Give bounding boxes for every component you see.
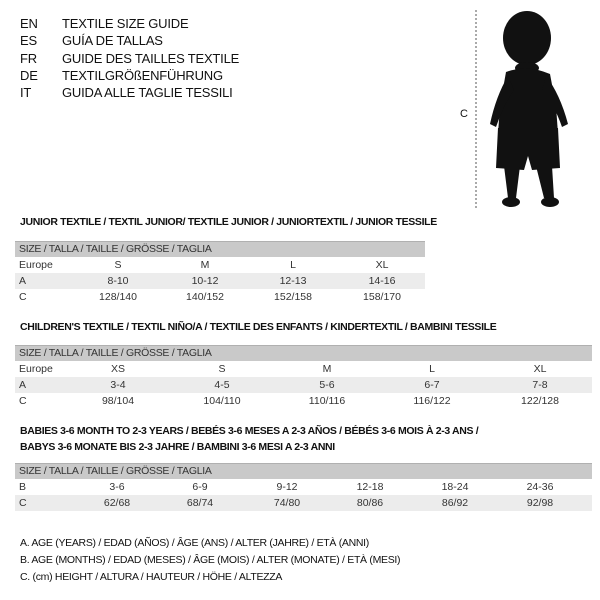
table-cell: 92/98	[526, 497, 554, 509]
junior-title: JUNIOR TEXTILE / TEXTIL JUNIOR/ TEXTILE …	[20, 216, 437, 228]
table-cell: 68/74	[186, 497, 214, 509]
babies-size-table: SIZE / TALLA / TAILLE / GRÖSSE / TAGLIA B…	[15, 463, 592, 511]
children-title: CHILDREN'S TEXTILE / TEXTIL NIÑO/A / TEX…	[20, 321, 497, 333]
table-cell: 6-9	[192, 481, 208, 493]
table-cell: M	[322, 363, 332, 375]
row-label: A	[19, 275, 27, 287]
table-cell: S	[114, 259, 122, 271]
table-row: Europe S M L XL	[15, 257, 425, 273]
child-silhouette-icon	[475, 10, 568, 210]
junior-size-table: SIZE / TALLA / TAILLE / GRÖSSE / TAGLIA E…	[15, 241, 425, 305]
table-cell: 18-24	[441, 481, 469, 493]
row-label: C	[19, 291, 27, 303]
table-cell: 74/80	[273, 497, 301, 509]
size-header-bar: SIZE / TALLA / TAILLE / GRÖSSE / TAGLIA	[15, 463, 592, 479]
table-cell: 116/122	[413, 395, 451, 407]
language-code: IT	[20, 85, 32, 101]
table-cell: XL	[375, 259, 389, 271]
table-cell: 3-6	[109, 481, 125, 493]
table-row: B 3-6 6-9 9-12 12-18 18-24 24-36	[15, 479, 592, 495]
size-header-bar: SIZE / TALLA / TAILLE / GRÖSSE / TAGLIA	[15, 345, 592, 361]
note-height: C. (cm) HEIGHT / ALTURA / HAUTEUR / HÖHE…	[20, 571, 283, 583]
table-cell: 5-6	[319, 379, 335, 391]
row-label: C	[19, 395, 27, 407]
table-row: A 3-4 4-5 5-6 6-7 7-8	[15, 377, 592, 393]
table-cell: XS	[110, 363, 126, 375]
table-cell: 3-4	[110, 379, 126, 391]
table-cell: 80/86	[356, 497, 384, 509]
table-cell: 9-12	[276, 481, 298, 493]
row-label: A	[19, 379, 27, 391]
language-title: GUÍA DE TALLAS	[62, 33, 163, 49]
table-cell: 12-18	[356, 481, 384, 493]
table-row: Europe XS S M L XL	[15, 361, 592, 377]
row-label: C	[19, 497, 27, 509]
table-cell: 4-5	[214, 379, 230, 391]
table-cell: 110/116	[308, 395, 346, 407]
table-cell: 12-13	[279, 275, 307, 287]
table-cell: L	[429, 363, 435, 375]
table-cell: 62/68	[103, 497, 131, 509]
table-cell: 128/140	[99, 291, 137, 303]
language-code: DE	[20, 67, 38, 83]
table-cell: 140/152	[186, 291, 224, 303]
table-cell: 10-12	[191, 275, 219, 287]
language-title: GUIDA ALLE TAGLIE TESSILI	[62, 85, 233, 101]
table-row: C 128/140 140/152 152/158 158/170	[15, 289, 425, 305]
table-cell: 14-16	[368, 275, 396, 287]
size-header-bar: SIZE / TALLA / TAILLE / GRÖSSE / TAGLIA	[15, 241, 425, 257]
table-row: C 98/104 104/110 110/116 116/122 122/128	[15, 393, 592, 409]
language-code: ES	[20, 33, 37, 49]
table-cell: 24-36	[526, 481, 554, 493]
table-cell: 158/170	[363, 291, 401, 303]
row-label: Europe	[19, 363, 53, 375]
row-label: B	[19, 481, 27, 493]
table-cell: XL	[533, 363, 547, 375]
table-cell: 104/110	[203, 395, 241, 407]
table-cell: 8-10	[107, 275, 129, 287]
table-cell: 7-8	[532, 379, 548, 391]
children-size-table: SIZE / TALLA / TAILLE / GRÖSSE / TAGLIA E…	[15, 345, 592, 409]
note-age-years: A. AGE (YEARS) / EDAD (AÑOS) / ÂGE (ANS)…	[20, 537, 369, 549]
table-row: A 8-10 10-12 12-13 14-16	[15, 273, 425, 289]
row-label: Europe	[19, 259, 53, 271]
table-cell: L	[290, 259, 296, 271]
language-title: TEXTILGRÖßENFÜHRUNG	[62, 67, 223, 83]
language-code: FR	[20, 50, 37, 66]
babies-title-line2: BABYS 3-6 MONATE BIS 2-3 JAHRE / BAMBINI…	[20, 441, 335, 453]
language-title: TEXTILE SIZE GUIDE	[62, 16, 189, 31]
table-cell: 86/92	[441, 497, 469, 509]
language-title: GUIDE DES TAILLES TEXTILE	[62, 50, 240, 66]
babies-title-line1: BABIES 3-6 MONTH TO 2-3 YEARS / BEBÉS 3-…	[20, 425, 479, 437]
note-age-months: B. AGE (MONTHS) / EDAD (MESES) / ÂGE (MO…	[20, 554, 401, 566]
table-cell: S	[218, 363, 226, 375]
table-cell: 6-7	[424, 379, 440, 391]
table-cell: 122/128	[521, 395, 559, 407]
table-cell: 152/158	[274, 291, 312, 303]
language-code: EN	[20, 16, 38, 31]
table-cell: 98/104	[101, 395, 135, 407]
measure-label-c: C	[460, 108, 468, 120]
table-row: C 62/68 68/74 74/80 80/86 86/92 92/98	[15, 495, 592, 511]
table-cell: M	[200, 259, 210, 271]
